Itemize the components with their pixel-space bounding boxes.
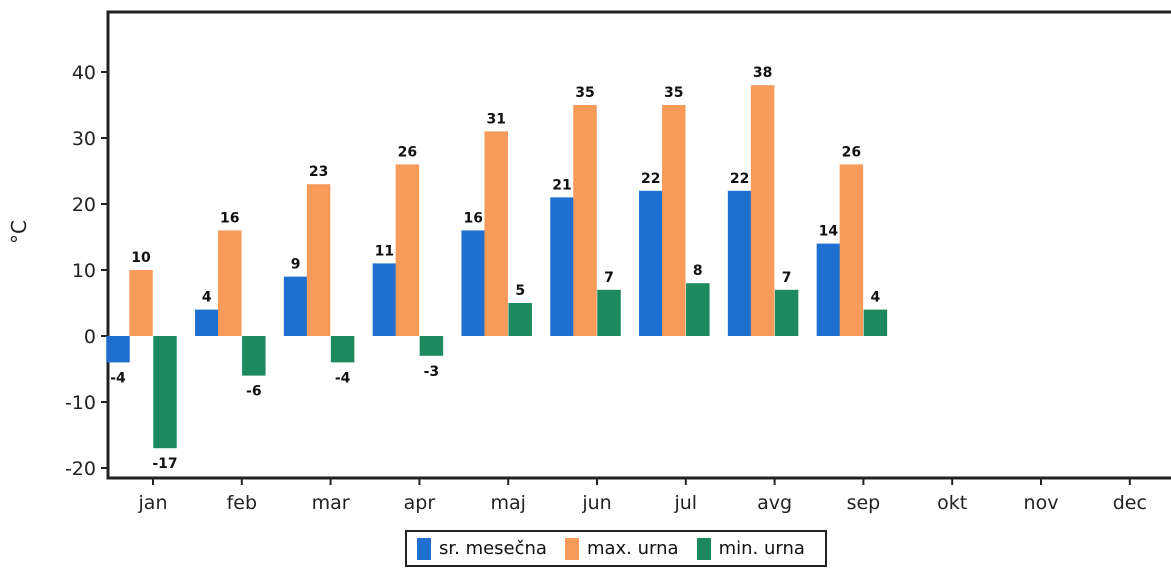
plot-area-frame: [106, 10, 1171, 480]
data-label: 16: [220, 210, 239, 226]
y-tick-label: 20: [72, 194, 96, 216]
legend-swatch-mean: [417, 537, 431, 560]
x-tick-label: avg: [757, 492, 792, 514]
bar: [330, 336, 355, 363]
bar: [195, 309, 219, 336]
data-label: -17: [152, 456, 177, 472]
y-tick-label: 0: [84, 326, 96, 348]
x-tick-label: dec: [1113, 492, 1147, 514]
x-tick-label: feb: [227, 492, 257, 514]
legend-label-mean: sr. mesečna: [439, 538, 547, 559]
y-tick-label: 40: [72, 62, 96, 84]
data-label: 22: [641, 171, 660, 187]
bars: [106, 85, 888, 449]
x-tick-label: nov: [1024, 492, 1059, 514]
data-label: 11: [375, 243, 394, 259]
data-label: 7: [782, 270, 792, 286]
data-label: 9: [291, 257, 301, 273]
data-label: -3: [424, 364, 440, 380]
y-tick-label: 30: [72, 128, 96, 150]
legend-label-max: max. urna: [586, 538, 679, 559]
data-label: 21: [552, 177, 571, 193]
data-label: 16: [463, 210, 482, 226]
data-label: -6: [246, 384, 262, 400]
legend-swatch-max: [564, 537, 579, 560]
x-tick-label: okt: [937, 492, 967, 514]
bar: [283, 276, 308, 336]
bar: [242, 336, 266, 376]
legend-label-min: min. urna: [718, 538, 805, 559]
data-label: 4: [202, 290, 212, 306]
data-label: 8: [693, 263, 703, 279]
data-label: 38: [753, 65, 772, 81]
data-label: 22: [730, 171, 749, 187]
data-label: 35: [664, 85, 683, 101]
legend-item-max: max. urna: [564, 537, 679, 560]
bar: [419, 336, 444, 356]
y-tick-label: 10: [72, 260, 96, 282]
x-tick-label: mar: [312, 492, 350, 514]
bar: [863, 309, 888, 336]
data-label: -4: [110, 370, 126, 386]
x-tick-label: apr: [404, 492, 436, 514]
x-tick-label: jun: [581, 492, 611, 514]
data-label: 14: [819, 224, 839, 240]
data-label: 7: [604, 270, 614, 286]
bar: [816, 243, 841, 336]
data-label: 23: [309, 164, 328, 180]
y-tick-label: -20: [65, 458, 96, 480]
bar: [372, 263, 397, 336]
bar: [597, 289, 621, 336]
x-tick-label: sep: [847, 492, 881, 514]
data-label: 31: [486, 111, 505, 127]
bar: [129, 270, 153, 336]
data-label: -4: [335, 370, 351, 386]
bar: [573, 105, 597, 336]
bar: [218, 230, 242, 336]
data-label: 10: [131, 250, 151, 266]
y-tick-label: -10: [65, 392, 96, 414]
bar: [839, 164, 864, 336]
legend: sr. mesečna max. urna min. urna: [405, 530, 827, 567]
bar: [750, 85, 775, 336]
legend-item-min: min. urna: [696, 537, 805, 560]
data-label: 35: [575, 85, 594, 101]
data-label: 4: [871, 290, 881, 306]
bar: [686, 283, 710, 336]
bar: [461, 230, 485, 336]
bar: [395, 164, 420, 336]
bar: [639, 190, 663, 336]
legend-item-mean: sr. mesečna: [417, 537, 547, 560]
x-tick-label: jan: [138, 492, 168, 514]
y-axis: 40 30 20 10 0 -10 -20: [65, 62, 108, 480]
bar: [306, 184, 331, 336]
data-label: 26: [842, 144, 861, 160]
bar: [662, 105, 686, 336]
x-tick-label: maj: [490, 492, 525, 514]
y-axis-title: °C: [7, 220, 31, 244]
legend-swatch-min: [696, 537, 711, 560]
bar: [774, 289, 799, 336]
x-tick-label: jul: [673, 492, 697, 514]
bar: [727, 190, 752, 336]
data-label: 26: [398, 144, 417, 160]
data-label: 5: [515, 283, 525, 299]
x-axis: jan feb mar apr maj jun jul avg sep okt nov dec: [138, 478, 1147, 514]
bar: [484, 131, 508, 336]
bar: [153, 336, 177, 449]
bar: [106, 336, 130, 363]
data-labels: -4 4 9 11 16 21 22 22 14 10 16 23 26 31 35 35 38 26 -17 -6 -…: [110, 65, 880, 472]
bar: [550, 197, 574, 336]
bar: [508, 303, 532, 336]
